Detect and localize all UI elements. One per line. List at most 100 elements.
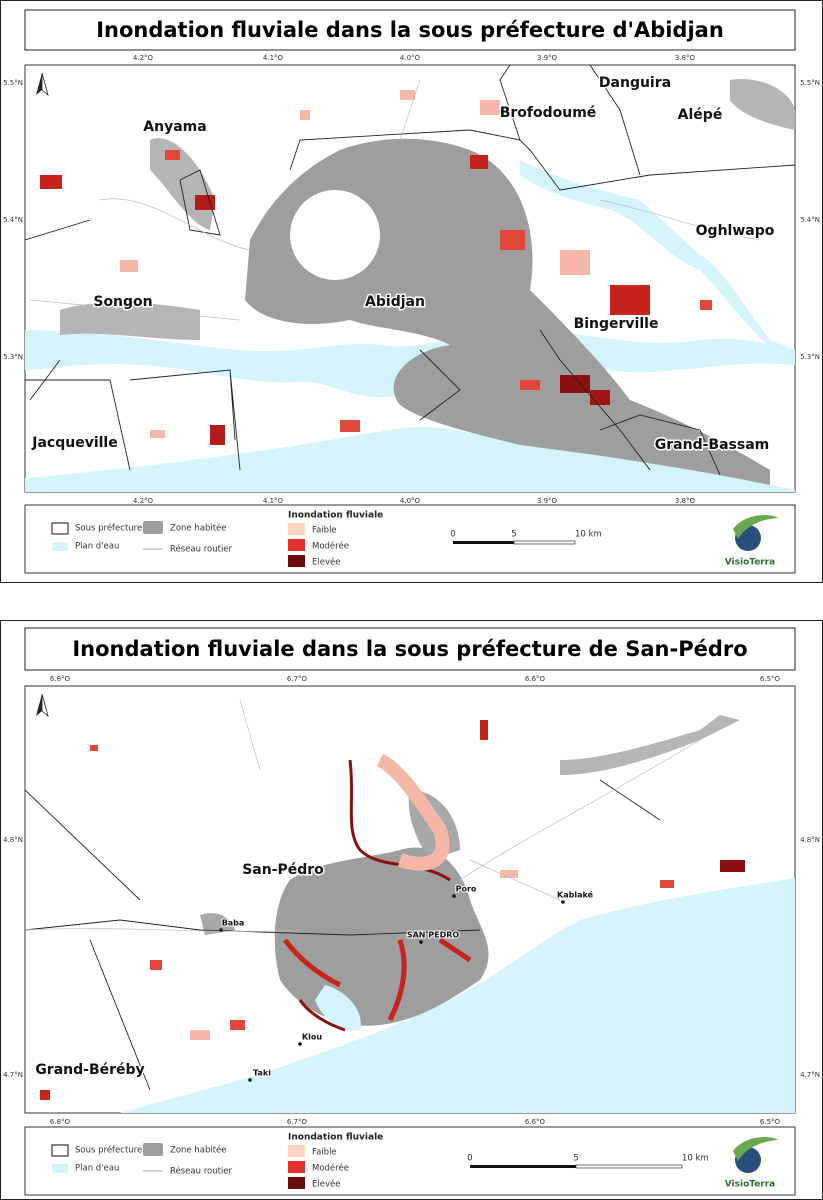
- town-label: SAN PEDRO: [407, 931, 460, 940]
- map-2: [24, 685, 796, 1114]
- forest-gap: [290, 190, 380, 280]
- lat-label: 5.5°N: [3, 79, 23, 87]
- place-label: Bingerville: [574, 316, 659, 332]
- legend-label: Sous préfecture: [75, 523, 142, 534]
- place-label: Danguira: [599, 75, 671, 91]
- legend-label: Réseau routier: [170, 544, 233, 555]
- town-dot: [561, 900, 565, 904]
- place-label: Anyama: [143, 119, 206, 135]
- urban-area: [730, 79, 795, 130]
- town-label: Baba: [222, 919, 245, 928]
- legend-label: Réseau routier: [170, 1166, 233, 1177]
- legend-label: Faible: [312, 526, 337, 536]
- urban-area: [560, 715, 740, 775]
- boundaries: [25, 65, 795, 476]
- flood-patches: [40, 90, 712, 445]
- place-label: Abidjan: [365, 294, 425, 310]
- place-label: Oghlwapo: [696, 223, 775, 239]
- town-label: Poro: [456, 885, 477, 894]
- legend-swatch: [288, 1161, 305, 1173]
- map-1: [24, 64, 796, 493]
- legend-label: Zone habitée: [170, 523, 227, 534]
- legend-swatch: [288, 555, 305, 567]
- scale-label: 10 km: [682, 1154, 709, 1164]
- legend-label: Plan d'eau: [75, 542, 119, 552]
- place-label: Grand-Béréby: [35, 1062, 144, 1078]
- ocean: [25, 426, 795, 492]
- legend-swatch: [52, 542, 68, 551]
- town-dot: [298, 1042, 302, 1046]
- flood-patches: [40, 720, 745, 1100]
- lat-label: 5.4°N: [3, 216, 23, 224]
- scale-label: 10 km: [575, 530, 602, 540]
- legend-label: Plan d'eau: [75, 1164, 119, 1174]
- scale-bar: [470, 1165, 576, 1168]
- lon-label: 6.8°O: [50, 675, 71, 683]
- legend-swatch: [51, 522, 69, 535]
- lon-label: 6.7°O: [287, 675, 308, 683]
- lat-label: 5.4°N: [800, 216, 820, 224]
- scale-label: 5: [511, 530, 516, 540]
- lat-label: 4.7°N: [3, 1071, 23, 1079]
- town-dot: [219, 928, 223, 932]
- title-box: [24, 9, 796, 51]
- lon-label: 6.8°O: [50, 1118, 71, 1126]
- lat-label: 5.5°N: [800, 79, 820, 87]
- north-arrow: [41, 693, 49, 718]
- legend-box: [24, 504, 796, 574]
- lon-label: 4.1°O: [263, 497, 284, 505]
- legend-label: Modérée: [312, 1163, 349, 1174]
- lat-label: 4.8°N: [800, 836, 820, 844]
- lon-label: 4.0°O: [400, 497, 421, 505]
- legend-swatch: [52, 1164, 68, 1173]
- lon-label: 3.8°O: [675, 54, 696, 62]
- town-dot: [419, 940, 423, 944]
- place-label: Grand-Bassam: [655, 437, 769, 453]
- legend-label: Elevée: [312, 557, 340, 568]
- legend-heading: Inondation fluviale: [288, 511, 383, 521]
- legend-swatch: [288, 523, 305, 535]
- town-label: Klou: [302, 1033, 322, 1042]
- place-label: Jacqueville: [31, 435, 117, 451]
- scale-bar: [453, 541, 514, 544]
- roads: [25, 699, 701, 932]
- lon-label: 4.2°O: [133, 54, 154, 62]
- ocean: [120, 878, 795, 1113]
- lat-label: 4.8°N: [3, 836, 23, 844]
- lon-label: 6.5°O: [760, 675, 781, 683]
- scale-label: 5: [573, 1154, 578, 1164]
- place-label: Songon: [93, 294, 152, 310]
- legend-label: Zone habitée: [170, 1145, 227, 1156]
- map-title: Inondation fluviale dans la sous préfect…: [72, 637, 747, 661]
- place-label: Alépé: [678, 107, 723, 123]
- logo-leaf: [733, 1137, 778, 1161]
- scale-label: 0: [467, 1154, 472, 1164]
- river: [520, 160, 795, 360]
- urban-area: [200, 913, 235, 935]
- legend-heading: Inondation fluviale: [288, 1133, 383, 1143]
- lon-label: 3.9°O: [537, 54, 558, 62]
- lon-label: 4.0°O: [400, 54, 421, 62]
- place-label: San-Pédro: [242, 862, 324, 878]
- logo-text: VisioTerra: [725, 1180, 776, 1190]
- logo-leaf: [733, 515, 778, 539]
- lon-label: 3.9°O: [537, 497, 558, 505]
- legend-swatch: [143, 521, 163, 534]
- north-arrow: [41, 72, 49, 97]
- lon-label: 3.8°O: [675, 497, 696, 505]
- title-box: [24, 627, 796, 671]
- boundaries: [25, 779, 661, 1091]
- town-dot: [452, 894, 456, 898]
- lon-label: 6.6°O: [525, 1118, 546, 1126]
- north-arrow: [36, 73, 42, 95]
- scale-bar: [575, 1164, 683, 1169]
- legend-label: Sous préfecture: [75, 1145, 142, 1156]
- lon-label: 6.7°O: [287, 1118, 308, 1126]
- north-arrow: [36, 694, 42, 716]
- legend-label: Modérée: [312, 541, 349, 552]
- place-label: Brofodoumé: [500, 105, 597, 121]
- lat-label: 4.7°N: [800, 1071, 820, 1079]
- logo-text: VisioTerra: [725, 558, 776, 568]
- lon-label: 4.2°O: [133, 497, 154, 505]
- legend-swatch: [288, 539, 305, 551]
